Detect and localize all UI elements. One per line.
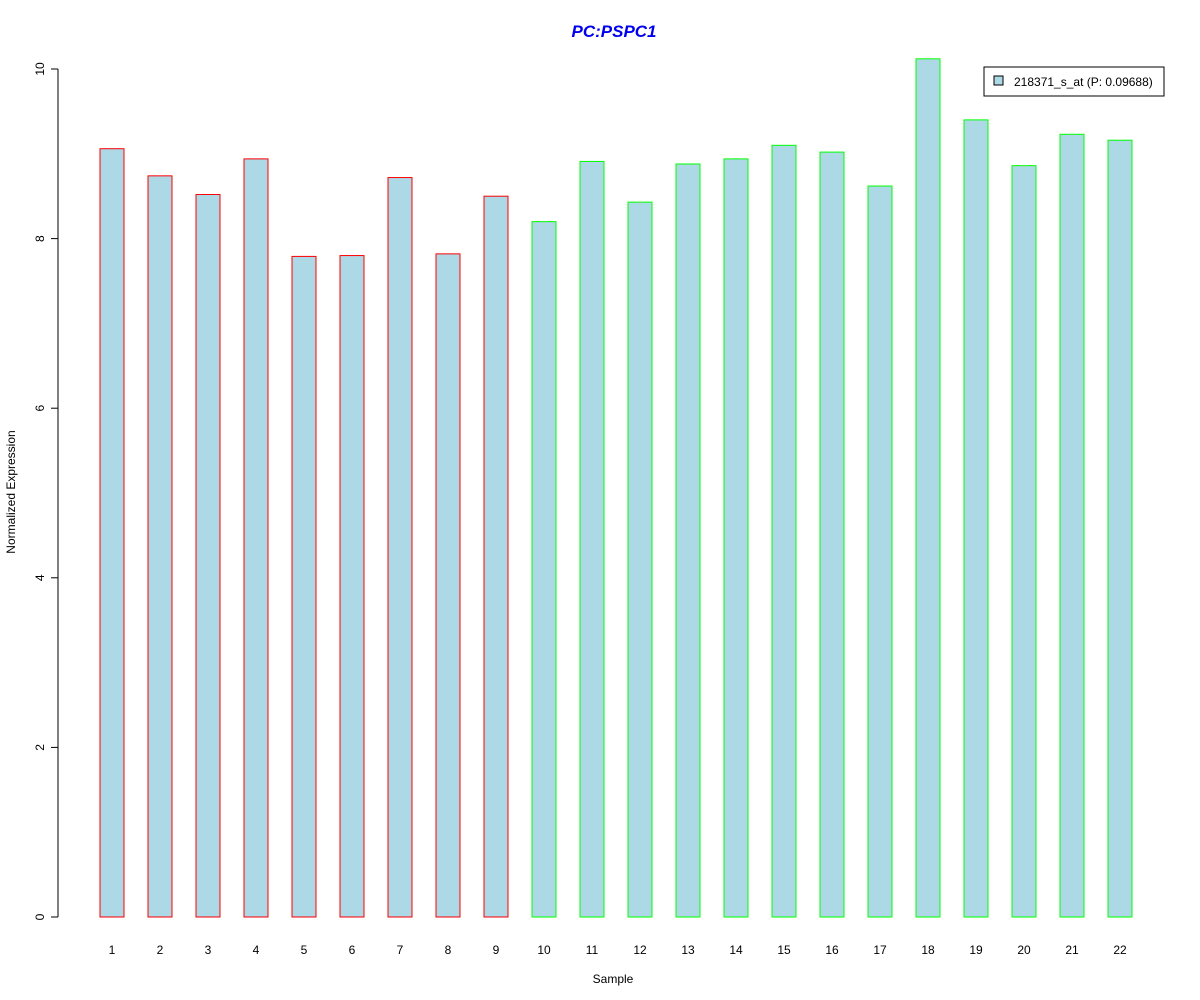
x-tick-label: 19	[969, 943, 983, 957]
y-tick-label: 0	[33, 913, 47, 920]
bar-sample-2	[147, 175, 173, 918]
legend-box	[983, 66, 1165, 97]
x-tick-label: 3	[205, 943, 212, 957]
y-axis-label: Normalized Expression	[4, 430, 18, 553]
bar-sample-19	[963, 119, 989, 918]
x-tick-label: 2	[157, 943, 164, 957]
bar-sample-1	[99, 148, 125, 918]
x-tick-label: 16	[825, 943, 839, 957]
bar-sample-15	[771, 144, 797, 918]
y-tick-label: 2	[33, 744, 47, 751]
bar-sample-21	[1059, 133, 1085, 918]
legend-swatch	[993, 75, 1004, 86]
x-tick-label: 6	[349, 943, 356, 957]
y-axis: 0 2 4 6 8 10	[33, 62, 59, 920]
chart-title: PC:PSPC1	[571, 22, 656, 41]
y-tick-label: 10	[33, 62, 47, 76]
x-tick-label: 14	[729, 943, 743, 957]
x-axis-label: Sample	[593, 972, 634, 986]
bar-sample-11	[579, 160, 605, 918]
bar-sample-13	[675, 163, 701, 918]
bar-sample-4	[243, 158, 269, 918]
y-tick-label: 4	[33, 574, 47, 581]
bar-sample-14	[723, 158, 749, 918]
x-tick-label: 15	[777, 943, 791, 957]
x-tick-label: 13	[681, 943, 695, 957]
x-tick-label: 9	[493, 943, 500, 957]
x-tick-label: 1	[109, 943, 116, 957]
x-tick-label: 8	[445, 943, 452, 957]
bar-sample-7	[387, 177, 413, 918]
x-tick-label: 12	[633, 943, 647, 957]
x-tick-label: 4	[253, 943, 260, 957]
x-tick-label: 22	[1113, 943, 1127, 957]
bar-sample-6	[339, 255, 365, 918]
legend-entry-label: 218371_s_at (P: 0.09688)	[1014, 75, 1153, 89]
x-tick-label: 10	[537, 943, 551, 957]
bar-sample-16	[819, 151, 845, 918]
bar-sample-22	[1107, 139, 1133, 918]
x-tick-label: 21	[1065, 943, 1079, 957]
bar-sample-18	[915, 58, 941, 918]
legend: 218371_s_at (P: 0.09688)	[983, 66, 1165, 97]
x-axis: 1 2 3 4 5 6 7 8 9 10 11 12 13 14 15 16 17 18 19 20 21 22	[109, 943, 1127, 957]
bar-sample-9	[483, 195, 509, 918]
x-tick-label: 20	[1017, 943, 1031, 957]
x-tick-label: 18	[921, 943, 935, 957]
bar-sample-5	[291, 255, 317, 918]
x-tick-label: 5	[301, 943, 308, 957]
x-tick-label: 7	[397, 943, 404, 957]
bar-sample-17	[867, 185, 893, 918]
bar-sample-3	[195, 194, 221, 918]
x-tick-label: 17	[873, 943, 887, 957]
x-tick-label: 11	[586, 943, 599, 957]
bar-sample-12	[627, 201, 653, 918]
y-tick-label: 8	[33, 235, 47, 242]
bar-sample-20	[1011, 165, 1037, 918]
bar-sample-8	[435, 253, 461, 918]
bar-sample-10	[531, 221, 557, 918]
y-tick-label: 6	[33, 405, 47, 412]
bars-group	[99, 58, 1133, 918]
